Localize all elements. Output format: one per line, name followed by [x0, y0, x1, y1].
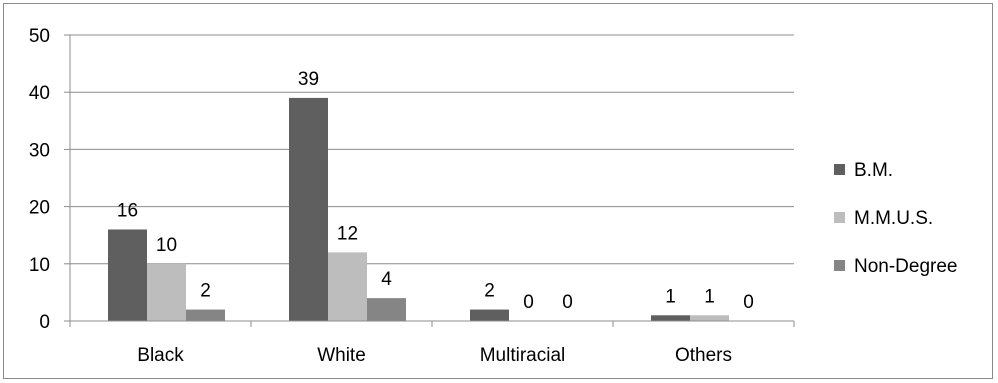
- data-label: 12: [337, 223, 358, 244]
- gridlines: [64, 34, 794, 322]
- y-tick-label: 30: [29, 140, 50, 161]
- bar: [367, 298, 406, 321]
- bar: [186, 309, 225, 321]
- bar: [690, 315, 729, 321]
- legend-label: Non-Degree: [854, 256, 958, 277]
- data-label: 39: [298, 69, 319, 90]
- data-label: 0: [523, 292, 534, 313]
- data-label: 16: [117, 200, 138, 221]
- y-tick-label: 40: [29, 83, 50, 104]
- bar: [470, 309, 509, 321]
- bar: [108, 229, 147, 321]
- x-tick-label: White: [317, 345, 366, 366]
- x-tick-label: Black: [137, 345, 184, 366]
- y-tick-label: 0: [39, 312, 50, 333]
- legend-swatch: [834, 212, 845, 223]
- bar: [147, 263, 186, 321]
- x-tick-label: Others: [675, 345, 732, 366]
- data-label: 1: [665, 286, 676, 307]
- axes: [69, 35, 795, 327]
- legend: B.M. M.M.U.S. Non-Degree: [834, 160, 958, 277]
- data-label: 10: [156, 235, 177, 256]
- data-label: 0: [562, 292, 573, 313]
- legend-label: M.M.U.S.: [854, 208, 933, 229]
- bar: [328, 252, 367, 321]
- bar: [651, 315, 690, 321]
- y-tick-label: 20: [29, 198, 50, 219]
- data-label: 1: [704, 286, 715, 307]
- y-tick-label: 50: [29, 26, 50, 47]
- x-tick-label: Multiracial: [480, 345, 566, 366]
- bar: [289, 97, 328, 321]
- data-label: 4: [381, 269, 392, 290]
- data-label: 2: [200, 281, 211, 302]
- legend-label: B.M.: [854, 160, 893, 181]
- x-axis-tick-labels: Black White Multiracial Others: [137, 345, 732, 366]
- legend-swatch: [834, 260, 845, 271]
- data-label: 0: [743, 292, 754, 313]
- y-tick-label: 10: [29, 255, 50, 276]
- bars: [108, 97, 729, 321]
- data-label: 2: [484, 281, 495, 302]
- y-axis-tick-labels: 0 10 20 30 40 50: [29, 26, 50, 333]
- legend-swatch: [834, 164, 845, 175]
